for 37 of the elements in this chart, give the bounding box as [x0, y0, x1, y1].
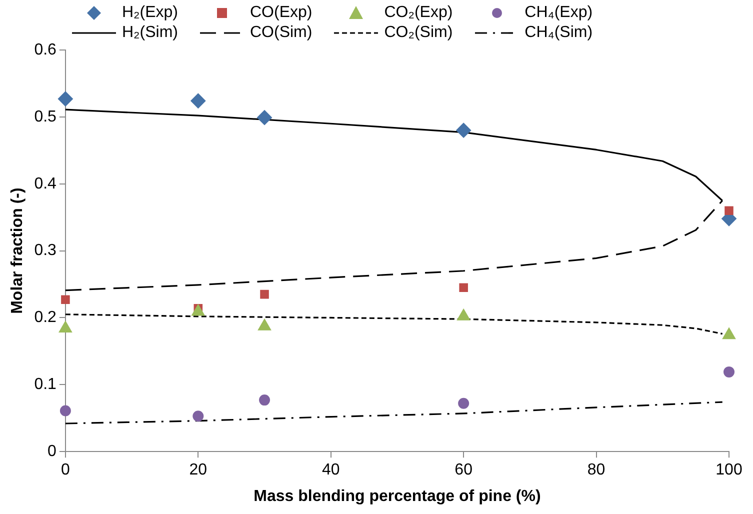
point	[458, 398, 470, 409]
point	[259, 394, 270, 406]
x-tick-label: 60	[454, 462, 473, 479]
point	[190, 93, 206, 108]
legend-label: CO₂(Exp)	[384, 4, 453, 22]
x-tick-label: 20	[189, 462, 208, 479]
point	[58, 91, 73, 106]
legend-label: H₂(Sim)	[122, 24, 178, 42]
x-tick-label: 0	[60, 462, 70, 479]
point	[192, 410, 204, 422]
point	[60, 405, 71, 416]
point	[260, 290, 269, 299]
y-axis-title: Molar fraction (-)	[9, 188, 26, 314]
legend-label: CO₂(Sim)	[384, 24, 453, 42]
legend-label: CH₄(Exp)	[524, 4, 593, 22]
y-tick-label: 0.6	[34, 41, 57, 58]
point	[724, 366, 734, 378]
y-tick-label: 0.1	[34, 376, 57, 394]
y-tick-label: 0.2	[34, 309, 57, 326]
legend-label: CH₄(Sim)	[524, 24, 593, 42]
legend-label: H₂(Exp)	[122, 4, 178, 22]
point	[61, 295, 70, 304]
point	[456, 122, 472, 138]
y-tick-label: 0.5	[34, 108, 57, 126]
x-tick-label: 80	[587, 462, 606, 479]
y-tick-label: 0.4	[34, 175, 57, 192]
y-tick-label: 0	[48, 443, 57, 460]
x-tick-label: 100	[716, 462, 742, 479]
y-tick-label: 0.3	[34, 242, 57, 260]
point	[724, 206, 734, 216]
legend-label: CO(Exp)	[250, 4, 312, 22]
x-axis-title: Mass blending percentage of pine (%)	[254, 488, 541, 505]
x-tick-label: 40	[322, 462, 340, 479]
line-series	[64, 401, 724, 424]
point	[257, 110, 272, 126]
point	[459, 283, 468, 292]
legend-label: CO(Sim)	[250, 24, 312, 42]
